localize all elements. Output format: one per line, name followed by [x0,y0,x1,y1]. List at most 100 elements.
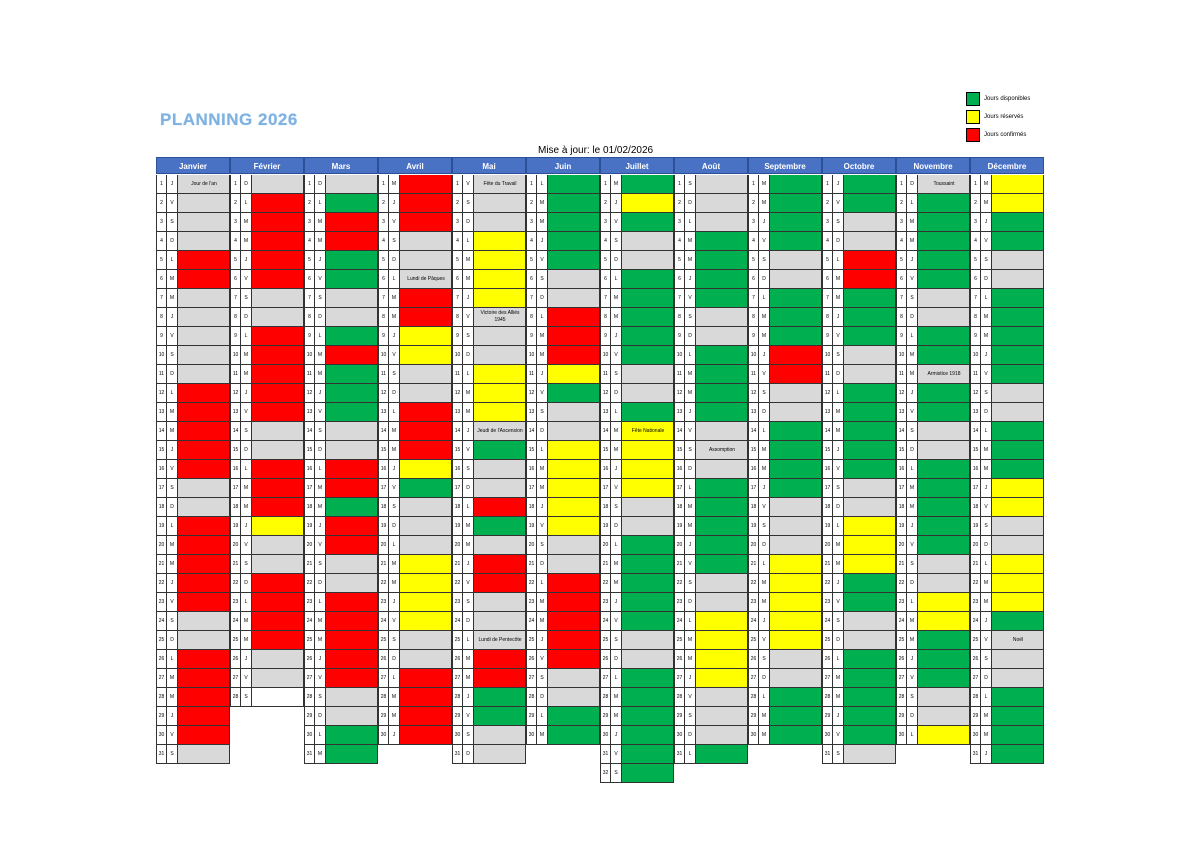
day-status-cell[interactable] [992,650,1044,668]
day-status-cell[interactable] [992,612,1044,630]
day-status-cell[interactable] [178,213,230,231]
day-status-cell[interactable] [474,688,526,706]
day-status-cell[interactable] [918,327,970,345]
day-status-cell[interactable] [474,574,526,592]
day-status-cell[interactable] [918,593,970,611]
day-status-cell[interactable] [178,441,230,459]
day-status-cell[interactable] [178,289,230,307]
day-status-cell[interactable] [326,688,378,706]
day-status-cell[interactable] [992,745,1044,763]
day-status-cell[interactable] [770,441,822,459]
day-status-cell[interactable] [770,327,822,345]
day-status-cell[interactable] [252,631,304,649]
day-status-cell[interactable] [474,327,526,345]
day-status-cell[interactable] [992,289,1044,307]
day-status-cell[interactable] [770,251,822,269]
day-status-cell[interactable] [178,346,230,364]
day-status-cell[interactable] [548,384,600,402]
day-status-cell[interactable] [252,460,304,478]
day-status-cell[interactable] [326,574,378,592]
day-status-cell[interactable] [992,536,1044,554]
day-status-cell[interactable] [770,688,822,706]
day-status-cell[interactable] [992,726,1044,744]
day-status-cell[interactable] [400,346,452,364]
day-status-cell[interactable] [992,365,1044,383]
day-status-cell[interactable] [696,251,748,269]
day-status-cell[interactable] [992,270,1044,288]
day-status-cell[interactable] [178,498,230,516]
day-status-cell[interactable] [178,327,230,345]
day-status-cell[interactable] [400,384,452,402]
day-status-cell[interactable] [548,213,600,231]
day-status-cell[interactable] [696,213,748,231]
day-status-cell[interactable] [178,593,230,611]
day-status-cell[interactable] [770,403,822,421]
day-status-cell[interactable] [326,593,378,611]
day-status-cell[interactable] [178,251,230,269]
day-status-cell[interactable] [178,745,230,763]
day-status-cell[interactable] [252,346,304,364]
day-status-cell[interactable] [992,593,1044,611]
day-status-cell[interactable] [918,707,970,725]
day-status-cell[interactable] [400,441,452,459]
day-status-cell[interactable] [400,232,452,250]
day-status-cell[interactable] [400,555,452,573]
day-status-cell[interactable] [400,707,452,725]
day-status-cell[interactable] [622,612,674,630]
day-status-cell[interactable] [992,175,1044,193]
day-status-cell[interactable] [548,536,600,554]
day-status-cell[interactable] [992,479,1044,497]
day-status-cell[interactable] [326,555,378,573]
day-status-cell[interactable] [918,669,970,687]
day-status-cell[interactable] [696,479,748,497]
day-status-cell[interactable] [326,308,378,326]
day-status-cell[interactable] [474,669,526,687]
day-status-cell[interactable] [844,536,896,554]
day-status-cell[interactable] [400,536,452,554]
day-status-cell[interactable] [918,650,970,668]
day-status-cell[interactable] [178,726,230,744]
day-status-cell[interactable] [992,460,1044,478]
day-status-cell[interactable] [400,460,452,478]
day-status-cell[interactable] [474,593,526,611]
day-status-cell[interactable] [252,498,304,516]
day-status-cell[interactable] [252,251,304,269]
day-status-cell[interactable] [696,669,748,687]
day-status-cell[interactable] [400,669,452,687]
day-status-cell[interactable] [844,612,896,630]
day-status-cell[interactable] [770,536,822,554]
day-status-cell[interactable] [548,251,600,269]
day-status-cell[interactable] [622,365,674,383]
day-status-cell[interactable] [252,365,304,383]
day-status-cell[interactable] [252,650,304,668]
day-status-cell[interactable] [548,232,600,250]
day-status-cell[interactable] [770,555,822,573]
day-status-cell[interactable] [252,194,304,212]
day-status-cell[interactable] [326,403,378,421]
day-status-cell[interactable] [252,593,304,611]
day-status-cell[interactable] [696,441,748,459]
day-status-cell[interactable] [696,726,748,744]
day-status-cell[interactable] [622,631,674,649]
day-status-cell[interactable] [696,422,748,440]
day-status-cell[interactable] [178,479,230,497]
day-status-cell[interactable] [474,555,526,573]
day-status-cell[interactable] [252,384,304,402]
day-status-cell[interactable] [474,270,526,288]
day-status-cell[interactable] [622,308,674,326]
day-status-cell[interactable] [252,441,304,459]
day-status-cell[interactable] [918,612,970,630]
day-status-cell[interactable] [548,441,600,459]
day-status-cell[interactable] [326,726,378,744]
day-status-cell[interactable] [178,707,230,725]
day-status-cell[interactable] [918,270,970,288]
day-status-cell[interactable] [474,726,526,744]
day-status-cell[interactable] [844,346,896,364]
day-status-cell[interactable] [548,498,600,516]
day-status-cell[interactable] [474,346,526,364]
day-status-cell[interactable] [992,669,1044,687]
day-status-cell[interactable] [918,175,970,193]
day-status-cell[interactable] [326,346,378,364]
day-status-cell[interactable] [548,555,600,573]
day-status-cell[interactable] [400,270,452,288]
